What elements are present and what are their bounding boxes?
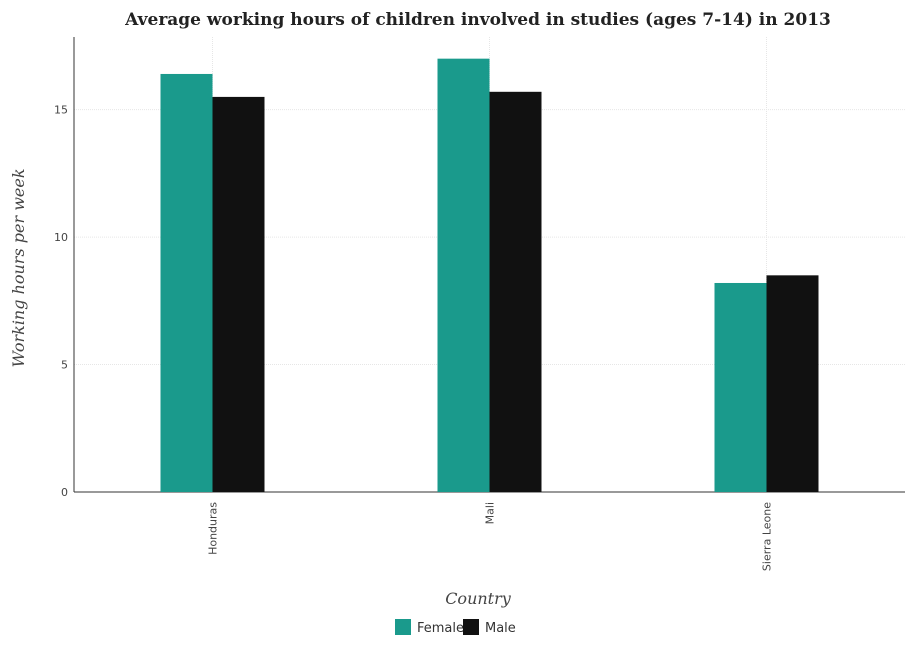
legend-label-male: Male <box>485 621 516 636</box>
bar-female <box>714 282 767 492</box>
y-tick-label: 0 <box>61 486 68 499</box>
y-tick-label: 10 <box>54 231 68 244</box>
y-tick-label: 5 <box>61 359 68 372</box>
x-tick-label: Honduras <box>207 502 220 555</box>
bar-male <box>212 96 265 492</box>
chart-title: Average working hours of children involv… <box>124 10 831 30</box>
y-axis-label: Working hours per week <box>9 168 28 367</box>
x-axis-label: Country <box>445 589 512 608</box>
legend-swatch-male <box>463 619 479 635</box>
tick-labels: 0 5 10 15 Honduras Mali Sierra Leone <box>54 104 774 571</box>
y-tick-label: 15 <box>54 104 68 117</box>
legend-swatch-female <box>395 619 411 635</box>
legend-label-female: Female <box>417 621 464 636</box>
x-tick-label: Sierra Leone <box>761 502 774 571</box>
bar-female <box>437 58 490 493</box>
bars <box>160 58 819 493</box>
bar-male <box>766 275 819 492</box>
x-tick-label: Mali <box>484 502 497 524</box>
bar-male <box>489 91 542 492</box>
bar-female <box>160 73 213 492</box>
legend: Female Male <box>395 619 516 636</box>
